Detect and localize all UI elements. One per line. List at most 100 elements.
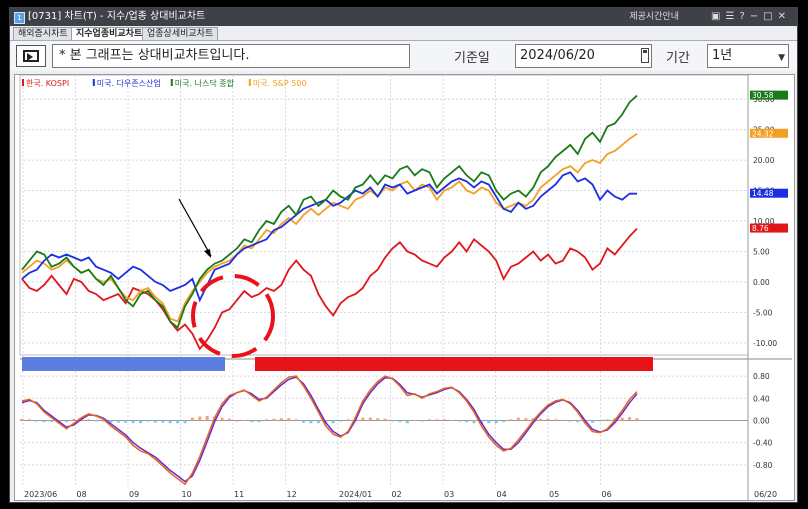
- last-value-box-dow: [750, 188, 788, 198]
- osc-histogram-bar: [294, 419, 298, 421]
- x-tick-label: 02: [392, 490, 402, 499]
- toolbar: * 본 그래프는 상대비교차트입니다. 기준일 2024/06/20 기간 1년…: [10, 40, 797, 71]
- chevron-down-icon[interactable]: ▼: [778, 53, 785, 63]
- x-tick-label: 2023/06: [24, 490, 57, 499]
- osc-histogram-bar: [531, 418, 535, 421]
- y-tick-label: 20.00: [753, 156, 775, 165]
- help-icon[interactable]: ?: [739, 11, 750, 22]
- legend-swatch: [92, 79, 95, 86]
- osc-histogram-bar: [472, 420, 476, 424]
- x-tick-label: 08: [77, 490, 87, 499]
- x-tick-label: 12: [287, 490, 297, 499]
- osc-histogram-bar: [487, 420, 491, 424]
- series-line-nasdaq: [21, 94, 638, 330]
- osc-histogram-bar: [250, 420, 254, 423]
- chart-area[interactable]: -10.00-5.000.005.0010.0015.0020.0025.003…: [14, 74, 795, 501]
- osc-line1: [21, 375, 638, 486]
- tab-sector-detail[interactable]: 업종상세비교차트: [142, 27, 219, 40]
- osc-histogram-bar: [413, 419, 417, 421]
- legend-entry: 한국. KOSPI: [26, 79, 69, 88]
- osc-histogram-bar: [598, 420, 602, 422]
- osc-histogram-bar: [168, 420, 172, 424]
- last-value-label-nasdaq: 30.58: [752, 91, 774, 100]
- osc-histogram-bar: [553, 419, 557, 421]
- osc-histogram-bar: [539, 418, 543, 421]
- osc-histogram-bar: [450, 419, 454, 421]
- osc-histogram-bar: [620, 417, 624, 421]
- osc-histogram-bar: [368, 417, 372, 421]
- osc-histogram-bar: [405, 420, 409, 424]
- minimize-icon[interactable]: −: [749, 11, 764, 22]
- osc-histogram-bar: [605, 419, 609, 421]
- osc-histogram-bar: [583, 420, 587, 424]
- period-value: 1년: [712, 48, 733, 63]
- osc-histogram-bar: [398, 420, 402, 423]
- osc-histogram-bar: [309, 420, 313, 424]
- osc-histogram-bar: [20, 418, 24, 421]
- osc-histogram-bar: [390, 420, 394, 422]
- osc-histogram-bar: [383, 418, 387, 421]
- tab-overseas-chart[interactable]: 해외증시차트: [13, 27, 73, 40]
- series-line-sp500: [21, 133, 638, 323]
- x-axis: 2023/06 08 09 10 11 12 2024/01 02 03 04 05 06 06/20: [24, 490, 777, 499]
- x-end-label: 06/20: [754, 490, 777, 499]
- period-label: 기간: [666, 51, 690, 66]
- x-tick-label: 03: [444, 490, 454, 499]
- osc-histogram-bar: [524, 418, 528, 421]
- layout-icon[interactable]: ▣: [711, 11, 726, 22]
- osc-histogram-bar: [272, 418, 276, 421]
- osc-histogram-bar: [116, 420, 120, 423]
- osc-histogram-bar: [331, 420, 335, 424]
- date-field[interactable]: 2024/06/20: [515, 44, 652, 68]
- maximize-icon[interactable]: □: [763, 11, 778, 22]
- y-tick-label: 5.00: [753, 247, 770, 256]
- osc-histogram-bar: [561, 419, 565, 421]
- osc-tick-label: 0.00: [753, 416, 770, 425]
- last-value-box-sp500: [750, 128, 788, 138]
- osc-histogram-bar: [139, 420, 143, 424]
- osc-tick-label: -0.40: [753, 439, 773, 448]
- tab-index-compare[interactable]: 지수업종비교차트: [71, 27, 148, 40]
- menu-icon[interactable]: ☰: [725, 11, 740, 22]
- osc-tick-label: 0.40: [753, 394, 770, 403]
- osc-histogram-bar: [568, 420, 572, 422]
- chart-window: 1 [0731] 차트(T) - 지수/업종 상대비교차트 제공시간안내 ▣☰?…: [9, 7, 798, 503]
- series-layer: 8.76 24.32 14.48 30.58: [21, 90, 788, 351]
- window-controls: ▣☰?−□✕: [711, 8, 791, 26]
- y-tick-label: -5.00: [753, 308, 773, 317]
- x-tick-label: 05: [549, 490, 559, 499]
- osc-histogram-bar: [287, 418, 291, 421]
- osc-histogram-bar: [509, 419, 513, 421]
- close-icon[interactable]: ✕: [777, 11, 791, 22]
- app-icon: 1: [14, 12, 25, 24]
- period-select[interactable]: 1년 ▼: [707, 44, 789, 68]
- oscillator-panel: 0.80 0.40 0.00 -0.40 -0.80: [20, 372, 773, 486]
- blue-range-bar: [22, 357, 225, 371]
- series-line-kospi: [21, 227, 638, 351]
- osc-histogram-bar: [494, 420, 498, 424]
- osc-histogram-bar: [420, 420, 424, 422]
- export-button[interactable]: [16, 45, 46, 67]
- relative-chart-svg[interactable]: -10.00-5.000.005.0010.0015.0020.0025.003…: [15, 74, 794, 500]
- osc-histogram-bar: [146, 420, 150, 422]
- osc-histogram-bar: [265, 419, 269, 421]
- osc-histogram-bar: [153, 420, 157, 423]
- osc-histogram-bar: [346, 419, 350, 421]
- last-value-label-dow: 14.48: [752, 189, 774, 198]
- osc-histogram-bar: [257, 420, 261, 423]
- osc-histogram-bar: [376, 418, 380, 421]
- service-time-link[interactable]: 제공시간안내: [629, 12, 679, 22]
- osc-histogram-bar: [131, 420, 135, 424]
- osc-histogram-bar: [176, 420, 180, 424]
- osc-histogram-bar: [94, 420, 98, 422]
- osc-histogram-bar: [109, 420, 113, 423]
- legend-entry: 미국. S&P 500: [253, 79, 307, 88]
- osc-histogram-bar: [576, 420, 580, 423]
- legend-swatch: [248, 79, 251, 86]
- calendar-icon[interactable]: [641, 48, 649, 63]
- osc-histogram-bar: [198, 416, 202, 421]
- osc-histogram-bar: [628, 417, 632, 421]
- osc-histogram-bar: [227, 418, 231, 421]
- osc-histogram-bar: [64, 420, 68, 423]
- osc-tick-label: -0.80: [753, 461, 773, 470]
